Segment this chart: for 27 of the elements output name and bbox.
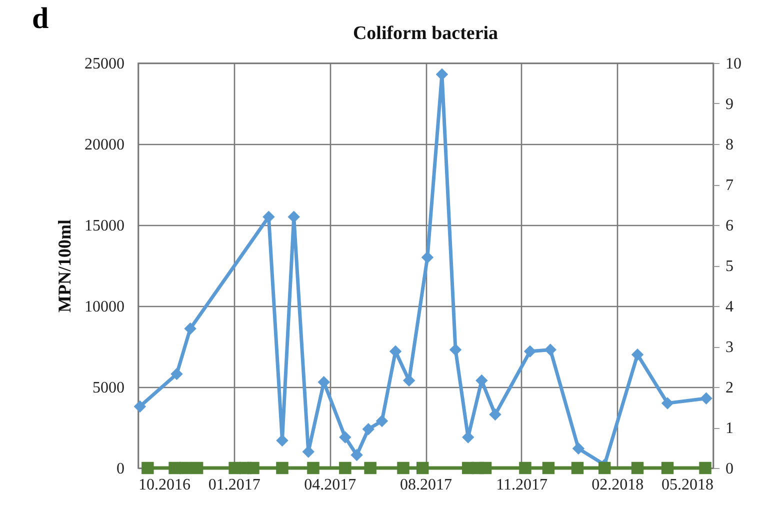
y-axis-title: MPN/100ml [54,220,74,312]
y2-tick-label: 5 [726,258,734,275]
y2-tick-label: 7 [726,177,734,194]
x-tick-label: 05.2018 [662,476,714,494]
y-tick-label: 25000 [84,56,124,72]
x-tick-label: 08.2017 [400,476,452,494]
x-tick-label: 01.2017 [208,476,260,494]
y-tick-label: 10000 [84,298,124,316]
y-tick-label: 15000 [84,218,124,234]
y-tick-label: 0 [116,460,124,478]
y2-tick-label: 1 [726,420,734,437]
y2-tick-label: 10 [726,56,742,72]
x-tick-label: 10.2016 [138,476,190,494]
y2-tick-label: 4 [726,298,734,316]
chart-title: Coliform bacteria [352,23,499,44]
y2-tick-label: 0 [726,460,734,478]
y2-tick-label: 9 [726,96,734,113]
y-tick-label: 20000 [84,136,124,154]
x-tick-label: 04.2017 [304,476,356,494]
x-tick-label: 11.2017 [496,476,548,494]
x-tick-label: 02.2018 [592,476,644,494]
y2-tick-label: 3 [726,339,734,356]
y2-tick-label: 2 [726,380,734,396]
y2-tick-label: 6 [726,218,734,234]
text: d [32,2,49,36]
y-tick-label: 5000 [92,380,124,396]
y2-tick-label: 8 [726,136,734,154]
